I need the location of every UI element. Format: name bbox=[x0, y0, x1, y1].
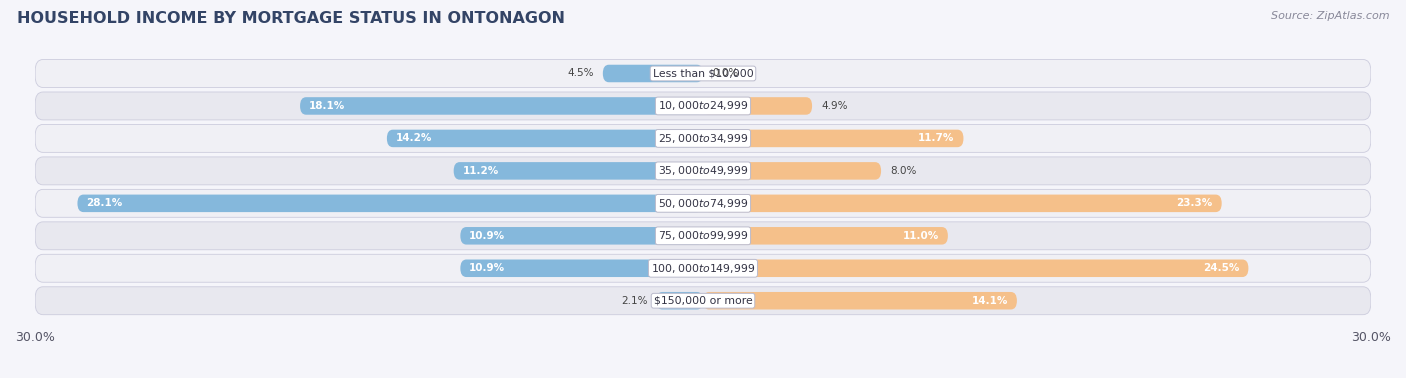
FancyBboxPatch shape bbox=[35, 59, 1371, 87]
FancyBboxPatch shape bbox=[77, 195, 703, 212]
Text: HOUSEHOLD INCOME BY MORTGAGE STATUS IN ONTONAGON: HOUSEHOLD INCOME BY MORTGAGE STATUS IN O… bbox=[17, 11, 565, 26]
Text: $75,000 to $99,999: $75,000 to $99,999 bbox=[658, 229, 748, 242]
Text: 23.3%: 23.3% bbox=[1177, 198, 1213, 208]
FancyBboxPatch shape bbox=[703, 292, 1017, 310]
Text: 11.0%: 11.0% bbox=[903, 231, 939, 241]
FancyBboxPatch shape bbox=[603, 65, 703, 82]
FancyBboxPatch shape bbox=[35, 157, 1371, 185]
Text: 8.0%: 8.0% bbox=[890, 166, 917, 176]
Text: $50,000 to $74,999: $50,000 to $74,999 bbox=[658, 197, 748, 210]
Text: $25,000 to $34,999: $25,000 to $34,999 bbox=[658, 132, 748, 145]
FancyBboxPatch shape bbox=[299, 97, 703, 115]
Text: 11.7%: 11.7% bbox=[918, 133, 955, 143]
FancyBboxPatch shape bbox=[703, 97, 813, 115]
Text: 28.1%: 28.1% bbox=[86, 198, 122, 208]
FancyBboxPatch shape bbox=[703, 162, 882, 180]
Text: 18.1%: 18.1% bbox=[309, 101, 346, 111]
FancyBboxPatch shape bbox=[703, 130, 963, 147]
FancyBboxPatch shape bbox=[703, 195, 1222, 212]
FancyBboxPatch shape bbox=[387, 130, 703, 147]
FancyBboxPatch shape bbox=[35, 254, 1371, 282]
Text: 4.9%: 4.9% bbox=[821, 101, 848, 111]
FancyBboxPatch shape bbox=[460, 260, 703, 277]
FancyBboxPatch shape bbox=[460, 227, 703, 245]
FancyBboxPatch shape bbox=[454, 162, 703, 180]
FancyBboxPatch shape bbox=[35, 124, 1371, 152]
Text: $150,000 or more: $150,000 or more bbox=[654, 296, 752, 306]
Text: 10.9%: 10.9% bbox=[470, 231, 505, 241]
Text: 24.5%: 24.5% bbox=[1204, 263, 1240, 273]
FancyBboxPatch shape bbox=[35, 189, 1371, 217]
FancyBboxPatch shape bbox=[703, 260, 1249, 277]
FancyBboxPatch shape bbox=[703, 227, 948, 245]
Text: $100,000 to $149,999: $100,000 to $149,999 bbox=[651, 262, 755, 275]
FancyBboxPatch shape bbox=[35, 222, 1371, 250]
Text: 14.2%: 14.2% bbox=[396, 133, 432, 143]
Text: 14.1%: 14.1% bbox=[972, 296, 1008, 306]
Text: 11.2%: 11.2% bbox=[463, 166, 499, 176]
Text: $35,000 to $49,999: $35,000 to $49,999 bbox=[658, 164, 748, 177]
Text: Less than $10,000: Less than $10,000 bbox=[652, 68, 754, 79]
FancyBboxPatch shape bbox=[657, 292, 703, 310]
FancyBboxPatch shape bbox=[35, 92, 1371, 120]
Text: Source: ZipAtlas.com: Source: ZipAtlas.com bbox=[1271, 11, 1389, 21]
Text: 10.9%: 10.9% bbox=[470, 263, 505, 273]
Text: 0.0%: 0.0% bbox=[711, 68, 738, 79]
Text: $10,000 to $24,999: $10,000 to $24,999 bbox=[658, 99, 748, 112]
Text: 2.1%: 2.1% bbox=[621, 296, 647, 306]
Legend: Without Mortgage, With Mortgage: Without Mortgage, With Mortgage bbox=[564, 373, 842, 378]
FancyBboxPatch shape bbox=[35, 287, 1371, 315]
Text: 4.5%: 4.5% bbox=[568, 68, 593, 79]
